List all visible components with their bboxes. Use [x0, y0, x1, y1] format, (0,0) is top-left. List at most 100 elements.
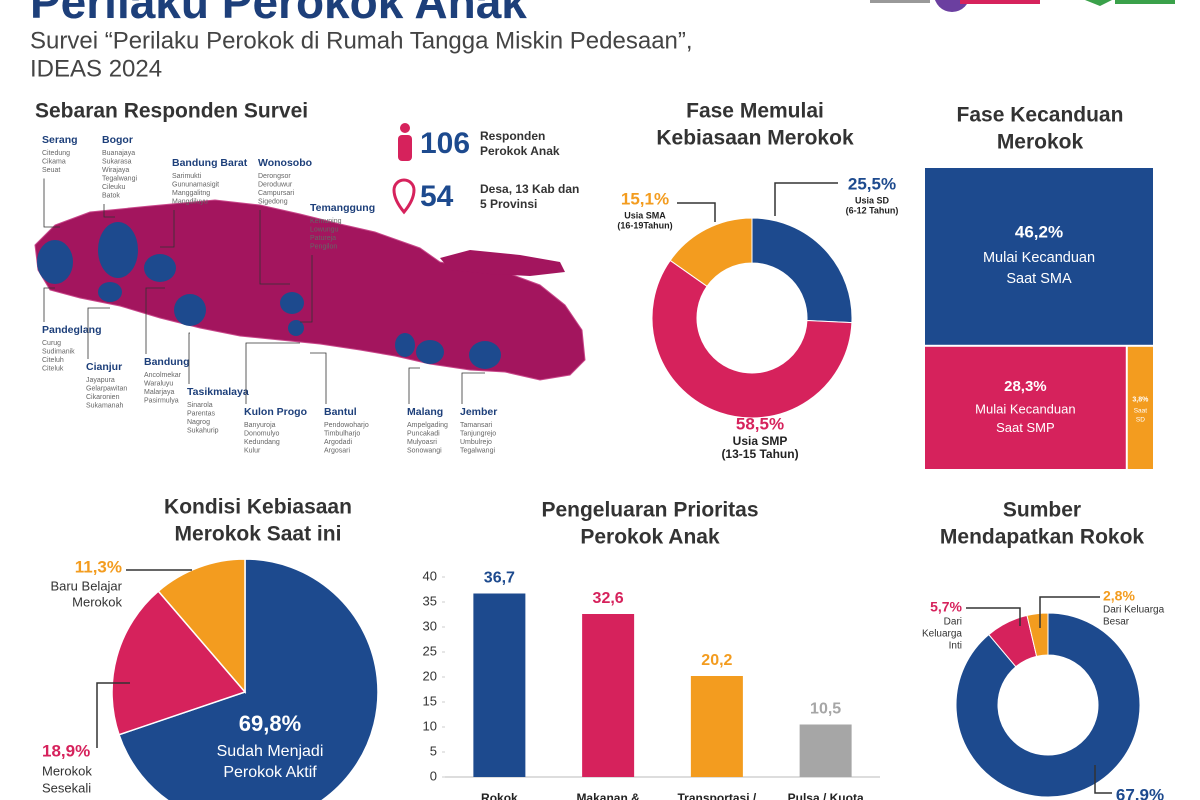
value-label: 36,7 [484, 570, 515, 587]
village-name: Sinarola [187, 402, 213, 409]
stat-label: Perokok Anak [480, 144, 560, 158]
donut-slice [1026, 612, 1049, 657]
chart-title: Kebiasaan Merokok [656, 127, 854, 150]
value-label: 15,1% [621, 189, 669, 208]
leader-line [408, 367, 420, 404]
region-highlight [288, 320, 304, 336]
value-label: 69,8% [239, 711, 301, 736]
village-name: Citeluh [42, 357, 64, 364]
village-name: Jayapura [86, 377, 115, 384]
category-range: (6-12 Tahun) [846, 205, 899, 215]
village-name: Tanjungrejo [460, 430, 496, 437]
village-name: Lowungu [310, 226, 339, 233]
village-name: Gununamasigit [172, 181, 219, 188]
map [34, 199, 586, 381]
village-name: Mulyoasri [407, 439, 437, 446]
category-label: Perokok Aktif [223, 764, 317, 781]
y-tick-label: 20 [423, 668, 437, 683]
leader-line [677, 202, 716, 222]
village-name: Manggalitng [172, 190, 210, 197]
value-label: 5,7% [930, 599, 962, 615]
village-name: Nagrog [187, 419, 210, 426]
category-label: Merokok [42, 763, 92, 778]
village-name: Cileuku [102, 184, 125, 191]
leader-line [461, 372, 485, 404]
category-label: Usia SMA [624, 210, 666, 220]
category-range: (16-19Tahun) [617, 220, 672, 230]
leader-line [300, 255, 313, 323]
village-name: Argosari [324, 447, 351, 454]
pin-icon [392, 178, 416, 215]
stat-label: 5 Provinsi [480, 197, 537, 211]
bar [473, 593, 526, 777]
chart-title: Mendapatkan Rokok [940, 526, 1145, 549]
x-tick-label: Pulsa / Kuota [788, 791, 864, 800]
village-name: Sukahurip [187, 427, 219, 434]
village-name: Campursari [258, 190, 295, 197]
y-tick-label: 10 [423, 718, 437, 733]
village-name: Patureja [310, 235, 336, 242]
bar [690, 676, 743, 777]
treemap-cell [925, 168, 1153, 345]
category-label: SD [1136, 417, 1145, 424]
category-label: Besar [1103, 617, 1130, 628]
value-label: 11,3% [75, 557, 122, 576]
village-name: Citeluk [42, 365, 64, 372]
value-label: 3,8% [1132, 397, 1149, 404]
leader-line [103, 204, 115, 218]
village-name: Buanajaya [102, 150, 135, 157]
village-name: Tegalwangi [102, 175, 137, 182]
y-tick-label: 25 [423, 643, 437, 658]
stat-label: Responden [480, 129, 545, 143]
region-name: Pandeglang [42, 324, 102, 336]
village-name: Cikama [42, 158, 66, 165]
madura-island [440, 250, 565, 276]
village-name: Gelarpawitan [86, 385, 127, 392]
village-name: Cikaronien [86, 394, 120, 401]
village-name: Sonowangi [407, 447, 442, 454]
region-highlight [98, 282, 122, 302]
treemap-cell [1127, 346, 1153, 469]
bar [582, 614, 635, 777]
category-label: Mulai Kecanduan [975, 401, 1075, 416]
region-name: Bandung Barat [172, 157, 248, 169]
page-title: Perilaku Perokok Anak [30, 0, 527, 28]
bar [799, 724, 852, 777]
y-tick-label: 30 [423, 618, 437, 633]
value-label: 2,8% [1103, 588, 1135, 604]
village-name: Ancolmekar [144, 372, 182, 379]
region-name: Bogor [102, 134, 133, 146]
y-tick-label: 5 [430, 743, 437, 758]
village-name: Sigedong [258, 198, 288, 205]
village-name: Kulur [244, 447, 261, 454]
category-label: Saat SMA [1006, 271, 1072, 287]
value-label: 25,5% [848, 174, 896, 193]
region-name: Bantul [324, 406, 357, 418]
village-name: Sukamanah [86, 402, 123, 409]
value-label: 28,3% [1004, 378, 1047, 395]
x-tick-label: Rokok [481, 791, 518, 800]
region-name: Temanggung [310, 202, 375, 214]
chart-title: Perokok Anak [580, 526, 720, 549]
village-name: Derongsor [258, 173, 291, 180]
region-name: Kulon Progo [244, 406, 307, 418]
leader-line [774, 182, 838, 216]
leader-line [1039, 596, 1100, 628]
village-name: Tegalwangi [460, 447, 495, 454]
page-subtitle: Survei “Perilaku Perokok di Rumah Tangga… [30, 27, 693, 54]
logo-mark [1085, 0, 1112, 6]
region-highlight [280, 292, 304, 314]
village-name: Seuat [42, 167, 60, 174]
category-label: Saat [1134, 408, 1148, 415]
region-name: Jember [460, 406, 497, 418]
region-highlight [144, 254, 176, 282]
village-name: Ampelgading [407, 422, 448, 429]
village-name: Kedundang [244, 439, 280, 446]
leader-line [188, 332, 190, 384]
region-name: Bandung [144, 356, 190, 368]
region-name: Cianjur [86, 361, 122, 373]
leader-line [966, 607, 1021, 626]
stat-label: Desa, 13 Kab dan [480, 182, 579, 196]
village-name: Sarimukti [172, 173, 202, 180]
pie-slice [118, 558, 379, 800]
